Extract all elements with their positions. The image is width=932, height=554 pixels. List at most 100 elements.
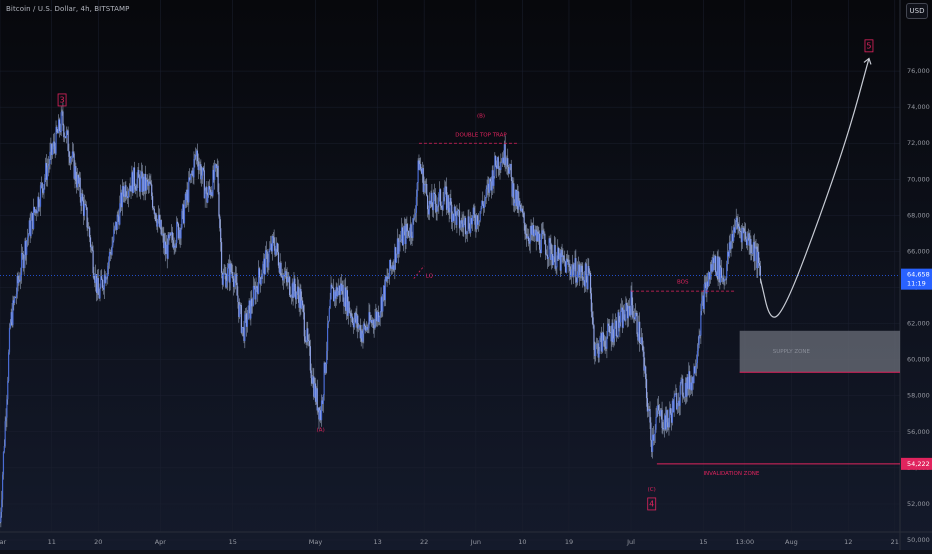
candle-body [369, 312, 371, 322]
candle-body [376, 311, 378, 322]
candle-body [453, 206, 455, 221]
candle-body [164, 241, 166, 249]
candle-body [330, 284, 332, 300]
price-tick-label: 66,000 [907, 247, 930, 255]
candle-body [642, 345, 644, 352]
candle-body [124, 185, 126, 197]
candle-body [383, 285, 386, 301]
candle-body [445, 186, 448, 210]
candle-body [314, 383, 316, 397]
candle-body [710, 264, 712, 272]
candle-body [177, 223, 180, 239]
candle-body [729, 242, 731, 250]
candle-body [233, 280, 236, 287]
candle-body [662, 427, 664, 430]
candle-body [747, 233, 749, 239]
candle-body [4, 421, 6, 446]
candle-body [323, 362, 325, 395]
candle-body [14, 297, 16, 303]
candle-body [147, 181, 149, 186]
candle-body [164, 241, 167, 255]
candle-body [533, 232, 536, 237]
candle-body [558, 247, 560, 260]
candle-body [189, 177, 191, 180]
candle-body [639, 343, 642, 344]
candle-body [752, 242, 755, 253]
candle-body [724, 279, 726, 281]
candle-body [684, 382, 686, 397]
candle-body [512, 183, 514, 197]
candle-body [174, 245, 176, 248]
candle-body [596, 343, 599, 345]
candle-body [454, 206, 456, 212]
candle-body [545, 254, 548, 256]
candle-body [259, 277, 261, 285]
candle-body [628, 306, 630, 309]
candle-body [476, 215, 478, 230]
candle-body [528, 241, 530, 244]
candle-body [298, 295, 300, 308]
candle-body [539, 233, 541, 250]
candle-body [502, 157, 505, 164]
candle-body [659, 410, 661, 416]
candle-body [275, 248, 277, 255]
candle-body [34, 209, 36, 213]
candle-body [351, 316, 354, 324]
candle-body [60, 112, 62, 133]
candle-body [108, 261, 110, 266]
candle-body [71, 151, 74, 159]
candle-body [730, 241, 732, 250]
candle-body [624, 319, 626, 321]
candle-body [289, 295, 292, 297]
currency-button[interactable]: USD [906, 3, 928, 19]
candle-body [357, 315, 359, 329]
candle-body [258, 268, 261, 278]
candle-body [303, 312, 305, 337]
candle-body [97, 278, 99, 295]
candle-body [188, 177, 190, 203]
candle-body [708, 272, 711, 280]
candle-body [521, 208, 524, 213]
candle-body [8, 352, 10, 382]
candle-body [603, 340, 605, 342]
candle-body [757, 251, 759, 269]
candle-body [689, 371, 691, 390]
candle-body [428, 200, 430, 215]
candle-body [287, 277, 289, 283]
candle-body [424, 184, 426, 186]
candle-body [486, 187, 488, 190]
candle-body [155, 213, 157, 222]
candle-body [101, 276, 103, 280]
candle-body [230, 263, 232, 273]
candle-body [693, 366, 695, 384]
candle-body [75, 166, 77, 181]
candle-body [581, 265, 583, 272]
candle-body [158, 214, 161, 227]
candle-body [55, 127, 57, 154]
candle-body [276, 243, 279, 253]
candle-body [302, 305, 305, 313]
candle-body [289, 276, 291, 296]
candle-body [180, 228, 182, 239]
candle-body [695, 366, 697, 373]
supply-zone [739, 330, 900, 373]
candle-body [388, 276, 390, 279]
invalidation-zone-label: INVALIDATION ZONE [703, 471, 759, 477]
last-price-value: 64,658 [907, 271, 930, 279]
candle-body [672, 400, 674, 413]
candle-body [340, 283, 342, 292]
candle-body [102, 287, 105, 290]
candle-body [711, 264, 713, 272]
candle-body [202, 167, 205, 171]
candle-body [563, 255, 565, 261]
candle-body [670, 408, 672, 414]
candle-body [21, 253, 24, 255]
candle-body [35, 209, 37, 214]
candle-body [126, 196, 128, 198]
candle-body [317, 407, 319, 411]
candle-body [756, 246, 758, 269]
candle-body [402, 231, 405, 246]
candle-body [455, 211, 457, 225]
